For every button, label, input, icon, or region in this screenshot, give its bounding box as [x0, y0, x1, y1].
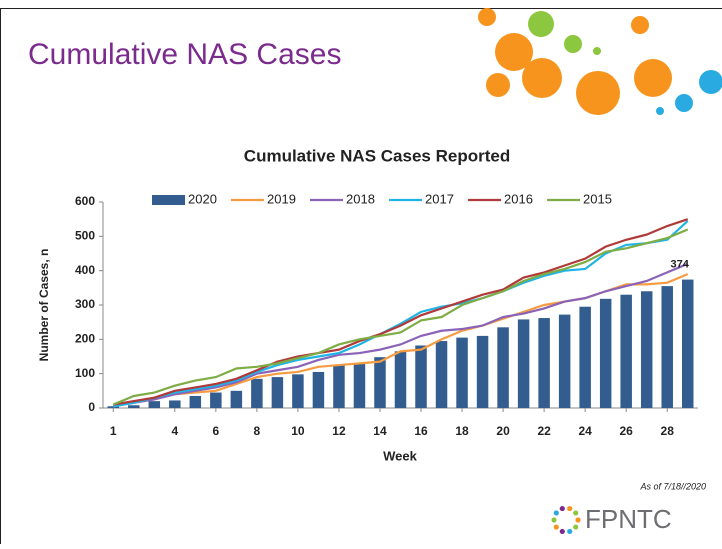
logo-dot: [567, 506, 572, 511]
legend-label: 2015: [583, 191, 612, 206]
logo-dot: [554, 524, 559, 529]
bar: [149, 401, 160, 408]
x-tick-label: 22: [537, 424, 551, 438]
legend-swatch: [152, 195, 185, 205]
legend-label: 2016: [504, 191, 533, 206]
bar: [313, 372, 324, 408]
bar: [415, 346, 426, 408]
y-tick-label: 100: [75, 366, 95, 380]
bar: [292, 374, 303, 408]
x-tick-label: 8: [254, 424, 261, 438]
logo-dot: [560, 506, 565, 511]
bar: [497, 327, 508, 408]
y-tick-label: 400: [75, 263, 95, 277]
y-tick-label: 200: [75, 332, 95, 346]
x-tick-label: 16: [414, 424, 428, 438]
x-tick-label: 6: [213, 424, 220, 438]
y-tick-label: 0: [88, 400, 95, 414]
legend-label: 2020: [188, 191, 217, 206]
chart-title: Cumulative NAS Cases Reported: [244, 146, 510, 165]
bar: [538, 318, 549, 408]
slide-title: Cumulative NAS Cases: [28, 38, 341, 71]
bar: [477, 336, 488, 408]
logo-text: FPNTC: [585, 504, 672, 534]
logo-dot: [573, 510, 578, 515]
note: As of 7/18//2020: [639, 481, 706, 491]
x-tick-label: 14: [373, 424, 387, 438]
bar: [661, 286, 672, 408]
bar: [272, 377, 283, 408]
x-tick-label: 26: [620, 424, 634, 438]
x-tick-label: 4: [171, 424, 178, 438]
bar: [600, 299, 611, 408]
x-axis-label: Week: [383, 448, 417, 463]
bar: [456, 338, 467, 408]
x-tick-label: 10: [291, 424, 305, 438]
logo-dot: [560, 529, 565, 534]
bar: [518, 319, 529, 408]
slide: Cumulative NAS Cases Cumulative NAS Case…: [0, 0, 722, 544]
legend-label: 2019: [267, 191, 296, 206]
page: {"slide_title": "Cumulative NAS Cases", …: [0, 0, 722, 544]
logo-dot: [575, 517, 580, 522]
bar: [620, 295, 631, 408]
data-label: 374: [671, 258, 690, 270]
y-tick-label: 600: [75, 194, 95, 208]
logo: FPNTC: [551, 504, 671, 534]
bar: [251, 379, 262, 408]
bar: [190, 396, 201, 408]
y-tick-label: 500: [75, 229, 95, 243]
x-tick-label: 12: [332, 424, 346, 438]
bar: [128, 405, 139, 408]
x-tick-label: 18: [455, 424, 469, 438]
bar: [559, 315, 570, 408]
bar: [682, 280, 693, 408]
logo-dot: [551, 517, 556, 522]
bar: [641, 291, 652, 408]
x-tick-label: 1: [110, 424, 117, 438]
bar: [231, 391, 242, 408]
bar: [579, 307, 590, 408]
bar: [374, 357, 385, 408]
logo-dot: [567, 529, 572, 534]
bar: [395, 351, 406, 408]
legend-label: 2017: [425, 191, 454, 206]
bar: [436, 341, 447, 408]
legend-label: 2018: [346, 191, 375, 206]
logo-dot: [554, 510, 559, 515]
bar: [354, 363, 365, 408]
bar: [210, 393, 221, 408]
logo-dot: [573, 524, 578, 529]
bar: [169, 400, 180, 408]
x-tick-label: 28: [661, 424, 675, 438]
x-tick-label: 24: [578, 424, 592, 438]
y-tick-label: 300: [75, 297, 95, 311]
x-tick-label: 20: [496, 424, 510, 438]
y-axis-label: Number of Cases, n: [37, 249, 51, 362]
decoration: [478, 8, 722, 115]
bar: [333, 365, 344, 408]
